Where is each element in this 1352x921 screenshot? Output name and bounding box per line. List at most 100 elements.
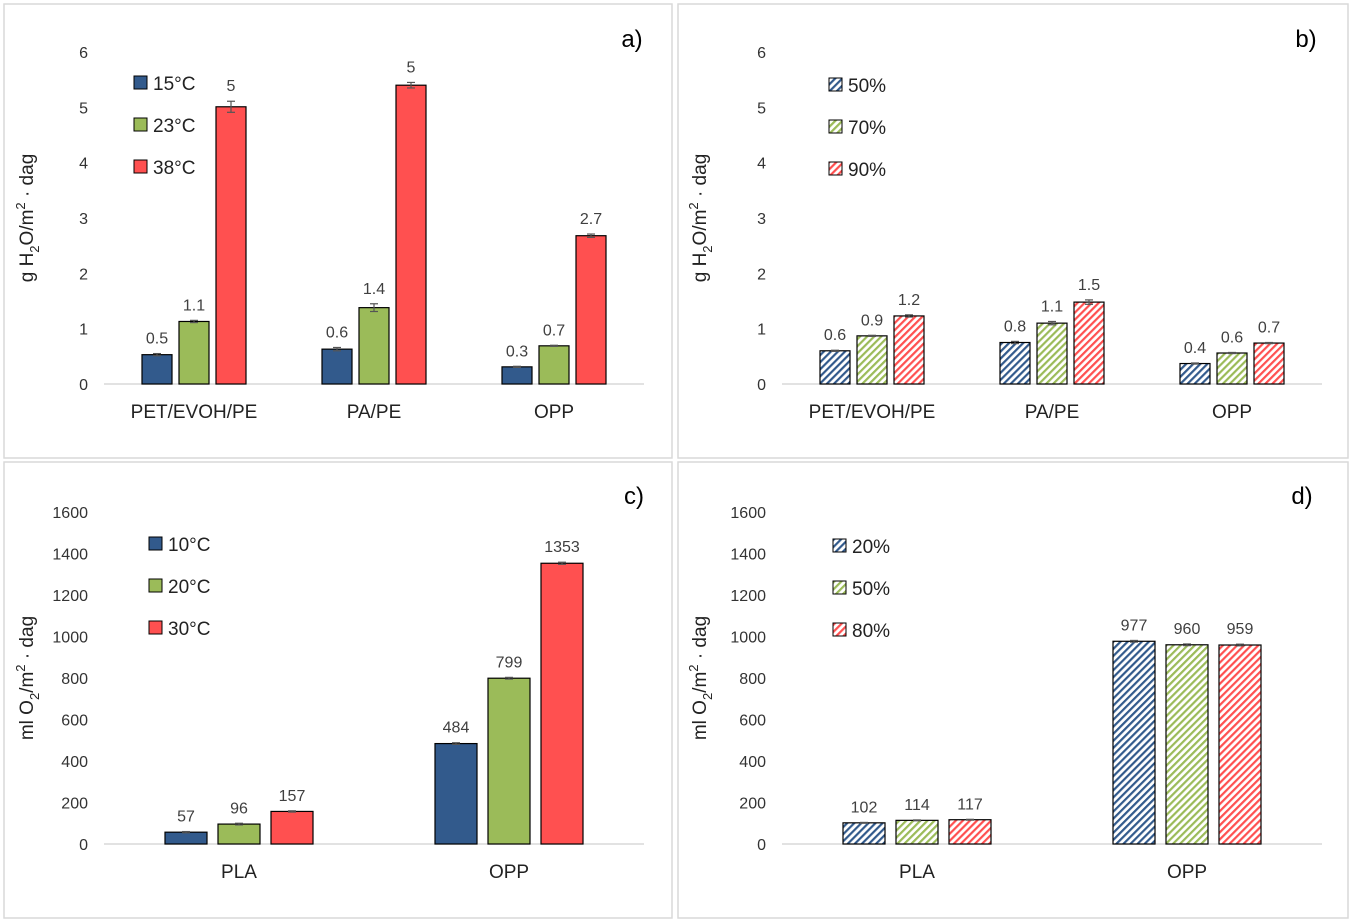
bar-pla-2: [948, 819, 992, 845]
bar-opp-1: [538, 345, 570, 385]
y-tick-label: 1: [757, 322, 766, 339]
error-bar: [587, 233, 595, 238]
legend-swatch: [148, 536, 163, 551]
error-bar: [550, 344, 558, 347]
error-bar: [513, 365, 521, 368]
legend-swatch: [133, 75, 148, 90]
bar-pet-evoh-pe-2: [215, 106, 247, 385]
y-tick-label: 800: [61, 671, 88, 688]
error-bar: [153, 352, 161, 357]
y-axis-label: ml O2/m2 · dag: [13, 616, 42, 740]
legend-swatch: [828, 161, 843, 176]
error-bar: [831, 349, 839, 352]
legend: 15°C 23°C 38°C: [133, 74, 195, 179]
error-bar: [1130, 639, 1138, 643]
legend-swatch: [832, 622, 847, 637]
y-tick-label: 600: [61, 713, 88, 730]
y-tick-label: 0: [79, 837, 88, 854]
error-bar: [505, 676, 513, 680]
y-axis-label: g H2O/m2 · dag: [686, 154, 715, 283]
error-bar: [1048, 320, 1056, 326]
error-bar: [190, 319, 198, 324]
legend-label: 50%: [848, 76, 886, 97]
y-tick-label: 4: [757, 156, 766, 173]
panel-letter: d): [1291, 483, 1312, 510]
data-label: 5: [407, 59, 416, 76]
y-tick-label: 400: [739, 754, 766, 771]
data-label: 0.8: [1004, 318, 1026, 335]
data-label: 0.5: [146, 331, 168, 348]
bar-pet-evoh-pe-2: [893, 315, 925, 385]
bar-opp-2: [1253, 342, 1285, 385]
y-tick-label: 5: [79, 100, 88, 117]
data-label: 1.2: [898, 292, 920, 309]
bar-pa-pe-0: [321, 348, 353, 385]
data-label: 102: [851, 799, 878, 816]
x-category-label: PET/EVOH/PE: [809, 402, 936, 423]
error-bar: [1236, 643, 1244, 647]
legend-swatch: [148, 620, 163, 635]
data-label: 484: [443, 720, 470, 737]
legend: 20% 50% 80%: [832, 537, 890, 642]
y-axis-label: ml O2/m2 · dag: [686, 616, 715, 740]
bar-opp-1: [487, 677, 531, 845]
x-category-label: PET/EVOH/PE: [131, 402, 258, 423]
error-bar: [407, 81, 415, 89]
legend-swatch: [133, 159, 148, 174]
y-tick-label: 0: [757, 837, 766, 854]
bar-pet-evoh-pe-0: [819, 350, 851, 385]
data-label: 1353: [544, 539, 580, 556]
y-tick-label: 1000: [730, 630, 766, 647]
data-label: 1.5: [1078, 277, 1100, 294]
error-bar: [558, 561, 566, 565]
legend-swatch: [832, 538, 847, 553]
legend-label: 20°C: [168, 577, 210, 598]
bar-pa-pe-0: [999, 341, 1031, 385]
bar-pla-1: [217, 823, 261, 845]
legend: 10°C 20°C 30°C: [148, 535, 210, 640]
bar-pla-0: [164, 831, 208, 845]
error-bar: [860, 821, 868, 824]
legend-label: 10°C: [168, 535, 210, 556]
panel-letter: a): [621, 26, 642, 53]
data-label: 0.6: [326, 324, 348, 341]
panel-border: [3, 3, 673, 459]
y-tick-label: 1: [79, 322, 88, 339]
data-label: 959: [1227, 621, 1254, 638]
bar-opp-0: [1112, 640, 1156, 845]
data-label: 960: [1174, 621, 1201, 638]
bar-pa-pe-2: [395, 84, 427, 385]
data-label: 117: [957, 796, 983, 813]
y-tick-label: 4: [79, 156, 88, 173]
x-category-label: PLA: [221, 862, 257, 883]
chart-panel-a: 0 1 2 3 4 5 6 g H2O/m2 · dag a) 0.5 1.1 5 PET/EVOH/P…: [3, 3, 673, 459]
x-category-label: OPP: [534, 402, 574, 423]
panel-border: [677, 461, 1349, 919]
legend-label: 50%: [852, 579, 890, 600]
data-label: 977: [1121, 617, 1148, 634]
data-label: 1.4: [363, 281, 385, 298]
data-label: 799: [496, 654, 523, 671]
bar-pa-pe-1: [358, 307, 390, 385]
y-tick-label: 6: [757, 45, 766, 62]
data-label: 57: [177, 809, 195, 826]
data-label: 0.6: [824, 327, 846, 344]
data-label: 0.7: [1258, 320, 1280, 337]
y-tick-label: 1200: [52, 588, 88, 605]
bar-opp-2: [575, 235, 607, 385]
x-category-label: PA/PE: [1025, 402, 1080, 423]
data-label: 1.1: [1041, 298, 1063, 315]
error-bar: [1085, 299, 1093, 305]
data-label: 157: [279, 788, 306, 805]
legend-label: 23°C: [153, 116, 195, 137]
y-tick-label: 3: [79, 211, 88, 228]
legend-swatch: [148, 578, 163, 593]
y-tick-label: 3: [757, 211, 766, 228]
bar-pet-evoh-pe-1: [856, 335, 888, 385]
panel-letter: c): [624, 483, 644, 510]
y-tick-label: 5: [757, 100, 766, 117]
bar-opp-0: [434, 742, 478, 845]
legend-swatch: [133, 117, 148, 132]
bar-pet-evoh-pe-1: [178, 320, 210, 385]
y-tick-label: 1200: [730, 588, 766, 605]
